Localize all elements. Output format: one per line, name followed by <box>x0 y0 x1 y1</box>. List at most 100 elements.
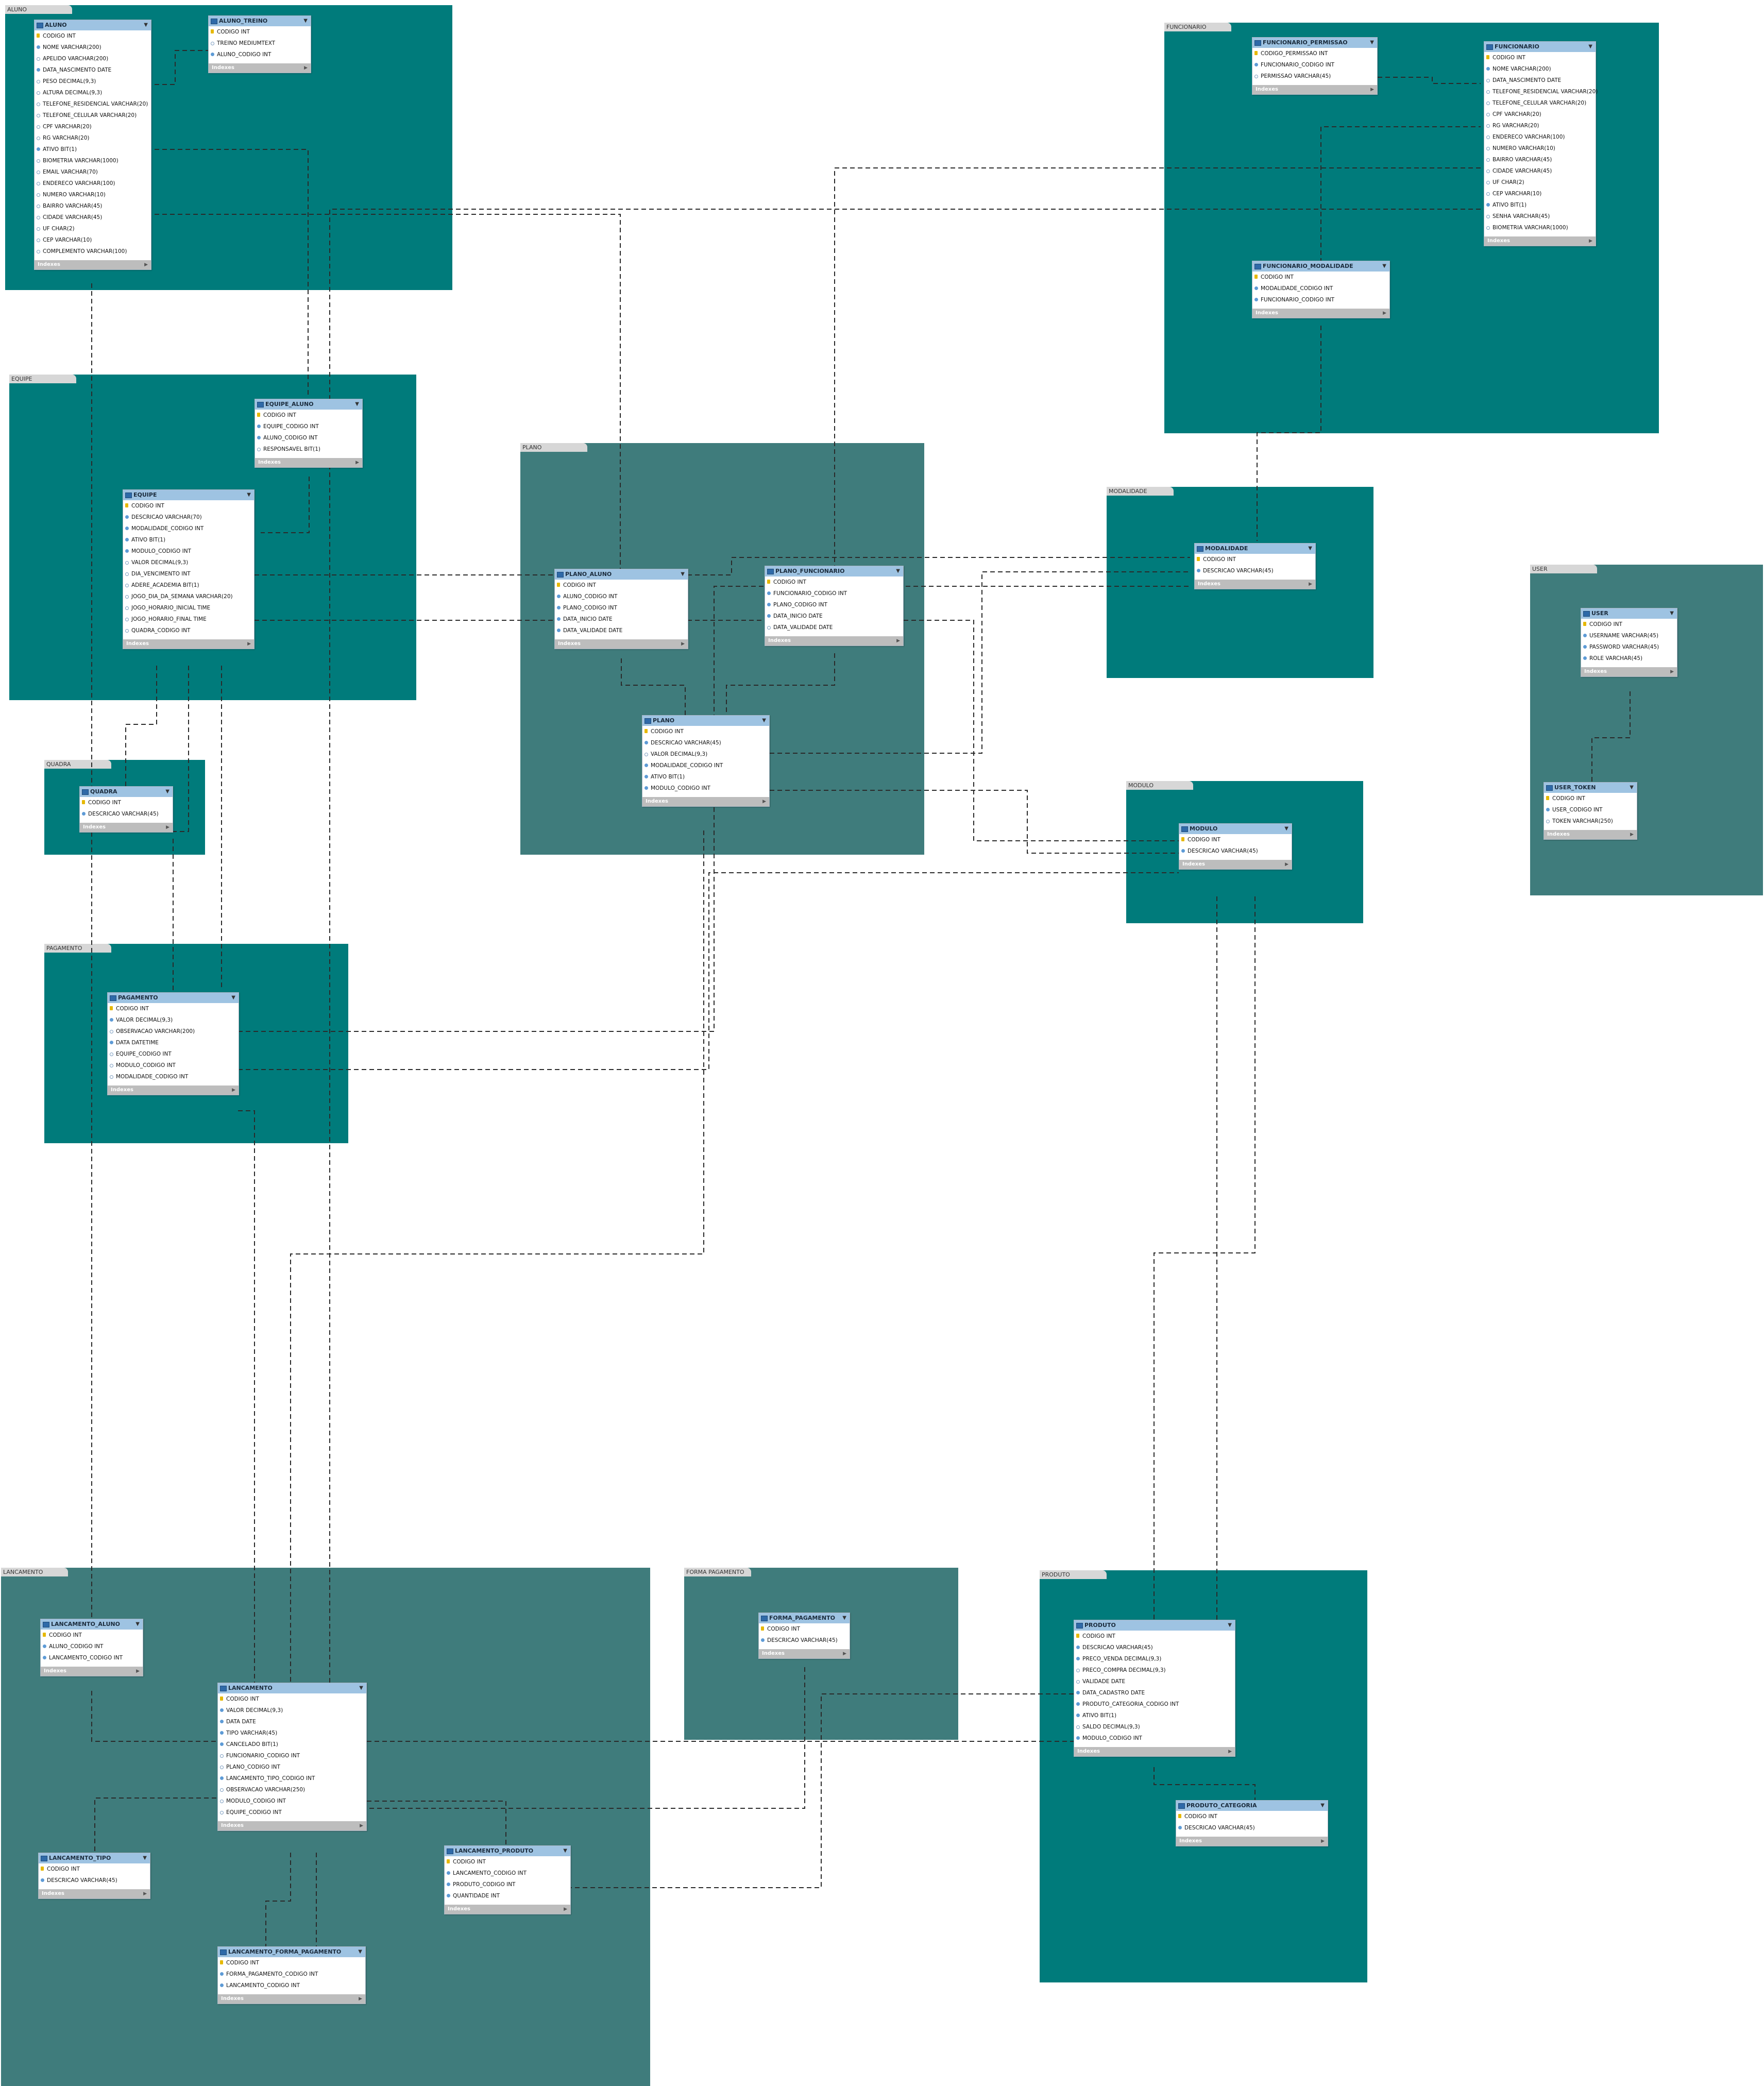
column-row[interactable]: TOKEN VARCHAR(250) <box>1544 816 1637 827</box>
column-row[interactable]: CODIGO INT <box>1176 1811 1328 1822</box>
table-equipe[interactable]: EQUIPE ▼ CODIGO INT DESCRICAO VARCHAR(70) M… <box>123 489 255 649</box>
column-row[interactable]: DESCRICAO VARCHAR(45) <box>80 808 173 820</box>
column-row[interactable]: DATA_NASCIMENTO DATE <box>1484 75 1596 86</box>
column-row[interactable]: BAIRRO VARCHAR(45) <box>1484 154 1596 165</box>
column-row[interactable]: NUMERO VARCHAR(10) <box>35 189 151 200</box>
column-row[interactable]: CODIGO INT <box>642 726 769 737</box>
column-row[interactable]: CODIGO INT <box>80 797 173 808</box>
column-row[interactable]: ALUNO_CODIGO INT <box>209 49 311 60</box>
table-plano-funcionario[interactable]: PLANO_FUNCIONARIO ▼ CODIGO INT FUNCIONARIO… <box>765 566 904 646</box>
chevron-down-icon[interactable]: ▼ <box>1228 1622 1232 1628</box>
chevron-down-icon[interactable]: ▼ <box>1284 826 1288 832</box>
column-row[interactable]: PERMISSAO VARCHAR(45) <box>1252 71 1377 82</box>
table-header[interactable]: PLANO ▼ <box>642 716 769 726</box>
column-row[interactable]: PESO DECIMAL(9,3) <box>35 76 151 87</box>
column-row[interactable]: CODIGO INT <box>41 1630 143 1641</box>
table-header[interactable]: EQUIPE_ALUNO ▼ <box>255 399 362 410</box>
expand-arrow-icon[interactable]: ▶ <box>896 638 900 643</box>
column-row[interactable]: PRECO_VENDA DECIMAL(9,3) <box>1074 1653 1235 1665</box>
column-row[interactable]: CODIGO INT <box>765 576 903 588</box>
chevron-down-icon[interactable]: ▼ <box>1670 610 1674 616</box>
table-header[interactable]: PRODUTO ▼ <box>1074 1620 1235 1631</box>
column-row[interactable]: CODIGO INT <box>1484 52 1596 63</box>
indexes-bar[interactable]: Indexes ▶ <box>1179 860 1292 869</box>
chevron-down-icon[interactable]: ▼ <box>1308 546 1312 551</box>
table-header[interactable]: USER ▼ <box>1581 608 1677 619</box>
table-modulo[interactable]: MODULO ▼ CODIGO INT DESCRICAO VARCHAR(45) … <box>1179 823 1292 870</box>
column-row[interactable]: TELEFONE_RESIDENCIAL VARCHAR(20) <box>1484 86 1598 97</box>
expand-arrow-icon[interactable]: ▶ <box>143 1891 147 1896</box>
column-row[interactable]: CODIGO INT <box>218 1693 366 1705</box>
column-row[interactable]: ALUNO_CODIGO INT <box>555 591 688 602</box>
column-row[interactable]: FUNCIONARIO_CODIGO INT <box>1252 294 1389 306</box>
table-header[interactable]: PAGAMENTO ▼ <box>108 993 239 1003</box>
chevron-down-icon[interactable]: ▼ <box>1630 785 1634 790</box>
column-row[interactable]: NOME VARCHAR(200) <box>35 42 151 53</box>
expand-arrow-icon[interactable]: ▶ <box>1285 862 1288 867</box>
table-lancamento-forma-pagamento[interactable]: LANCAMENTO_FORMA_PAGAMENTO ▼ CODIGO INT FO… <box>217 1946 366 2004</box>
table-lancamento-produto[interactable]: LANCAMENTO_PRODUTO ▼ CODIGO INT LANCAMENTO… <box>444 1845 571 1914</box>
expand-arrow-icon[interactable]: ▶ <box>1309 582 1312 587</box>
table-equipe-aluno[interactable]: EQUIPE_ALUNO ▼ CODIGO INT EQUIPE_CODIGO IN… <box>255 399 363 468</box>
chevron-down-icon[interactable]: ▼ <box>358 1949 362 1955</box>
table-header[interactable]: LANCAMENTO_TIPO ▼ <box>39 1853 150 1863</box>
column-row[interactable]: VALOR DECIMAL(9,3) <box>642 749 769 760</box>
column-row[interactable]: VALOR DECIMAL(9,3) <box>108 1014 239 1026</box>
table-header[interactable]: ALUNO ▼ <box>35 20 151 30</box>
table-funcionario-modalidade[interactable]: FUNCIONARIO_MODALIDADE ▼ CODIGO INT MODALI… <box>1252 261 1390 318</box>
column-row[interactable]: BAIRRO VARCHAR(45) <box>35 200 151 212</box>
expand-arrow-icon[interactable]: ▶ <box>564 1907 567 1912</box>
chevron-down-icon[interactable]: ▼ <box>1320 1803 1325 1808</box>
chevron-down-icon[interactable]: ▼ <box>896 568 900 574</box>
column-row[interactable]: EQUIPE_CODIGO INT <box>218 1807 366 1818</box>
expand-arrow-icon[interactable]: ▶ <box>360 1823 363 1828</box>
column-row[interactable]: PRODUTO_CATEGORIA_CODIGO INT <box>1074 1699 1235 1710</box>
table-forma-pagamento[interactable]: FORMA_PAGAMENTO ▼ CODIGO INT DESCRICAO VAR… <box>758 1613 850 1659</box>
column-row[interactable]: ATIVO BIT(1) <box>1484 199 1596 211</box>
column-row[interactable]: CIDADE VARCHAR(45) <box>1484 165 1596 177</box>
indexes-bar[interactable]: Indexes ▶ <box>1252 309 1389 318</box>
table-header[interactable]: LANCAMENTO_PRODUTO ▼ <box>445 1846 570 1856</box>
table-funcionario-permissao[interactable]: FUNCIONARIO_PERMISSAO ▼ CODIGO_PERMISSAO … <box>1252 37 1378 95</box>
column-row[interactable]: DESCRICAO VARCHAR(45) <box>1176 1822 1328 1834</box>
chevron-down-icon[interactable]: ▼ <box>231 995 235 1000</box>
column-row[interactable]: CODIGO INT <box>123 500 254 512</box>
table-plano[interactable]: PLANO ▼ CODIGO INT DESCRICAO VARCHAR(45) VA… <box>642 715 770 807</box>
expand-arrow-icon[interactable]: ▶ <box>1589 239 1592 244</box>
column-row[interactable]: ADERE_ACADEMIA BIT(1) <box>123 580 254 591</box>
table-header[interactable]: LANCAMENTO_ALUNO ▼ <box>41 1619 143 1630</box>
table-funcionario[interactable]: FUNCIONARIO ▼ CODIGO INT NOME VARCHAR(200)… <box>1484 41 1598 246</box>
column-row[interactable]: EMAIL VARCHAR(70) <box>35 166 151 178</box>
column-row[interactable]: CODIGO INT <box>255 410 362 421</box>
indexes-bar[interactable]: Indexes ▶ <box>1544 830 1637 839</box>
expand-arrow-icon[interactable]: ▶ <box>1630 832 1634 837</box>
indexes-bar[interactable]: Indexes ▶ <box>41 1667 143 1676</box>
column-row[interactable]: ALUNO_CODIGO INT <box>255 432 362 444</box>
table-header[interactable]: QUADRA ▼ <box>80 787 173 797</box>
column-row[interactable]: CIDADE VARCHAR(45) <box>35 212 151 223</box>
column-row[interactable]: ATIVO BIT(1) <box>35 144 151 155</box>
indexes-bar[interactable]: Indexes ▶ <box>555 639 688 649</box>
column-row[interactable]: MODULO_CODIGO INT <box>218 1795 366 1807</box>
column-row[interactable]: SENHA VARCHAR(45) <box>1484 211 1596 222</box>
table-modalidade[interactable]: MODALIDADE ▼ CODIGO INT DESCRICAO VARCHAR(… <box>1194 543 1316 589</box>
expand-arrow-icon[interactable]: ▶ <box>144 262 148 267</box>
column-row[interactable]: DATA_CADASTRO DATE <box>1074 1687 1235 1699</box>
table-header[interactable]: FORMA_PAGAMENTO ▼ <box>759 1613 850 1623</box>
column-row[interactable]: NOME VARCHAR(200) <box>1484 63 1596 75</box>
expand-arrow-icon[interactable]: ▶ <box>1670 669 1674 674</box>
column-row[interactable]: DESCRICAO VARCHAR(45) <box>1074 1642 1235 1653</box>
column-row[interactable]: LANCAMENTO_TIPO_CODIGO INT <box>218 1773 366 1784</box>
column-row[interactable]: LANCAMENTO_CODIGO INT <box>445 1868 570 1879</box>
table-pagamento[interactable]: PAGAMENTO ▼ CODIGO INT VALOR DECIMAL(9,3) O… <box>107 992 239 1095</box>
column-row[interactable]: ALTURA DECIMAL(9,3) <box>35 87 151 98</box>
indexes-bar[interactable]: Indexes ▶ <box>1581 667 1677 676</box>
column-row[interactable]: CODIGO INT <box>1252 272 1389 283</box>
column-row[interactable]: APELIDO VARCHAR(200) <box>35 53 151 64</box>
indexes-bar[interactable]: Indexes ▶ <box>35 260 151 269</box>
indexes-bar[interactable]: Indexes ▶ <box>1484 236 1596 246</box>
expand-arrow-icon[interactable]: ▶ <box>681 641 685 647</box>
indexes-bar[interactable]: Indexes ▶ <box>642 797 769 806</box>
column-row[interactable]: DESCRICAO VARCHAR(45) <box>1179 845 1292 857</box>
indexes-bar[interactable]: Indexes ▶ <box>765 636 903 646</box>
